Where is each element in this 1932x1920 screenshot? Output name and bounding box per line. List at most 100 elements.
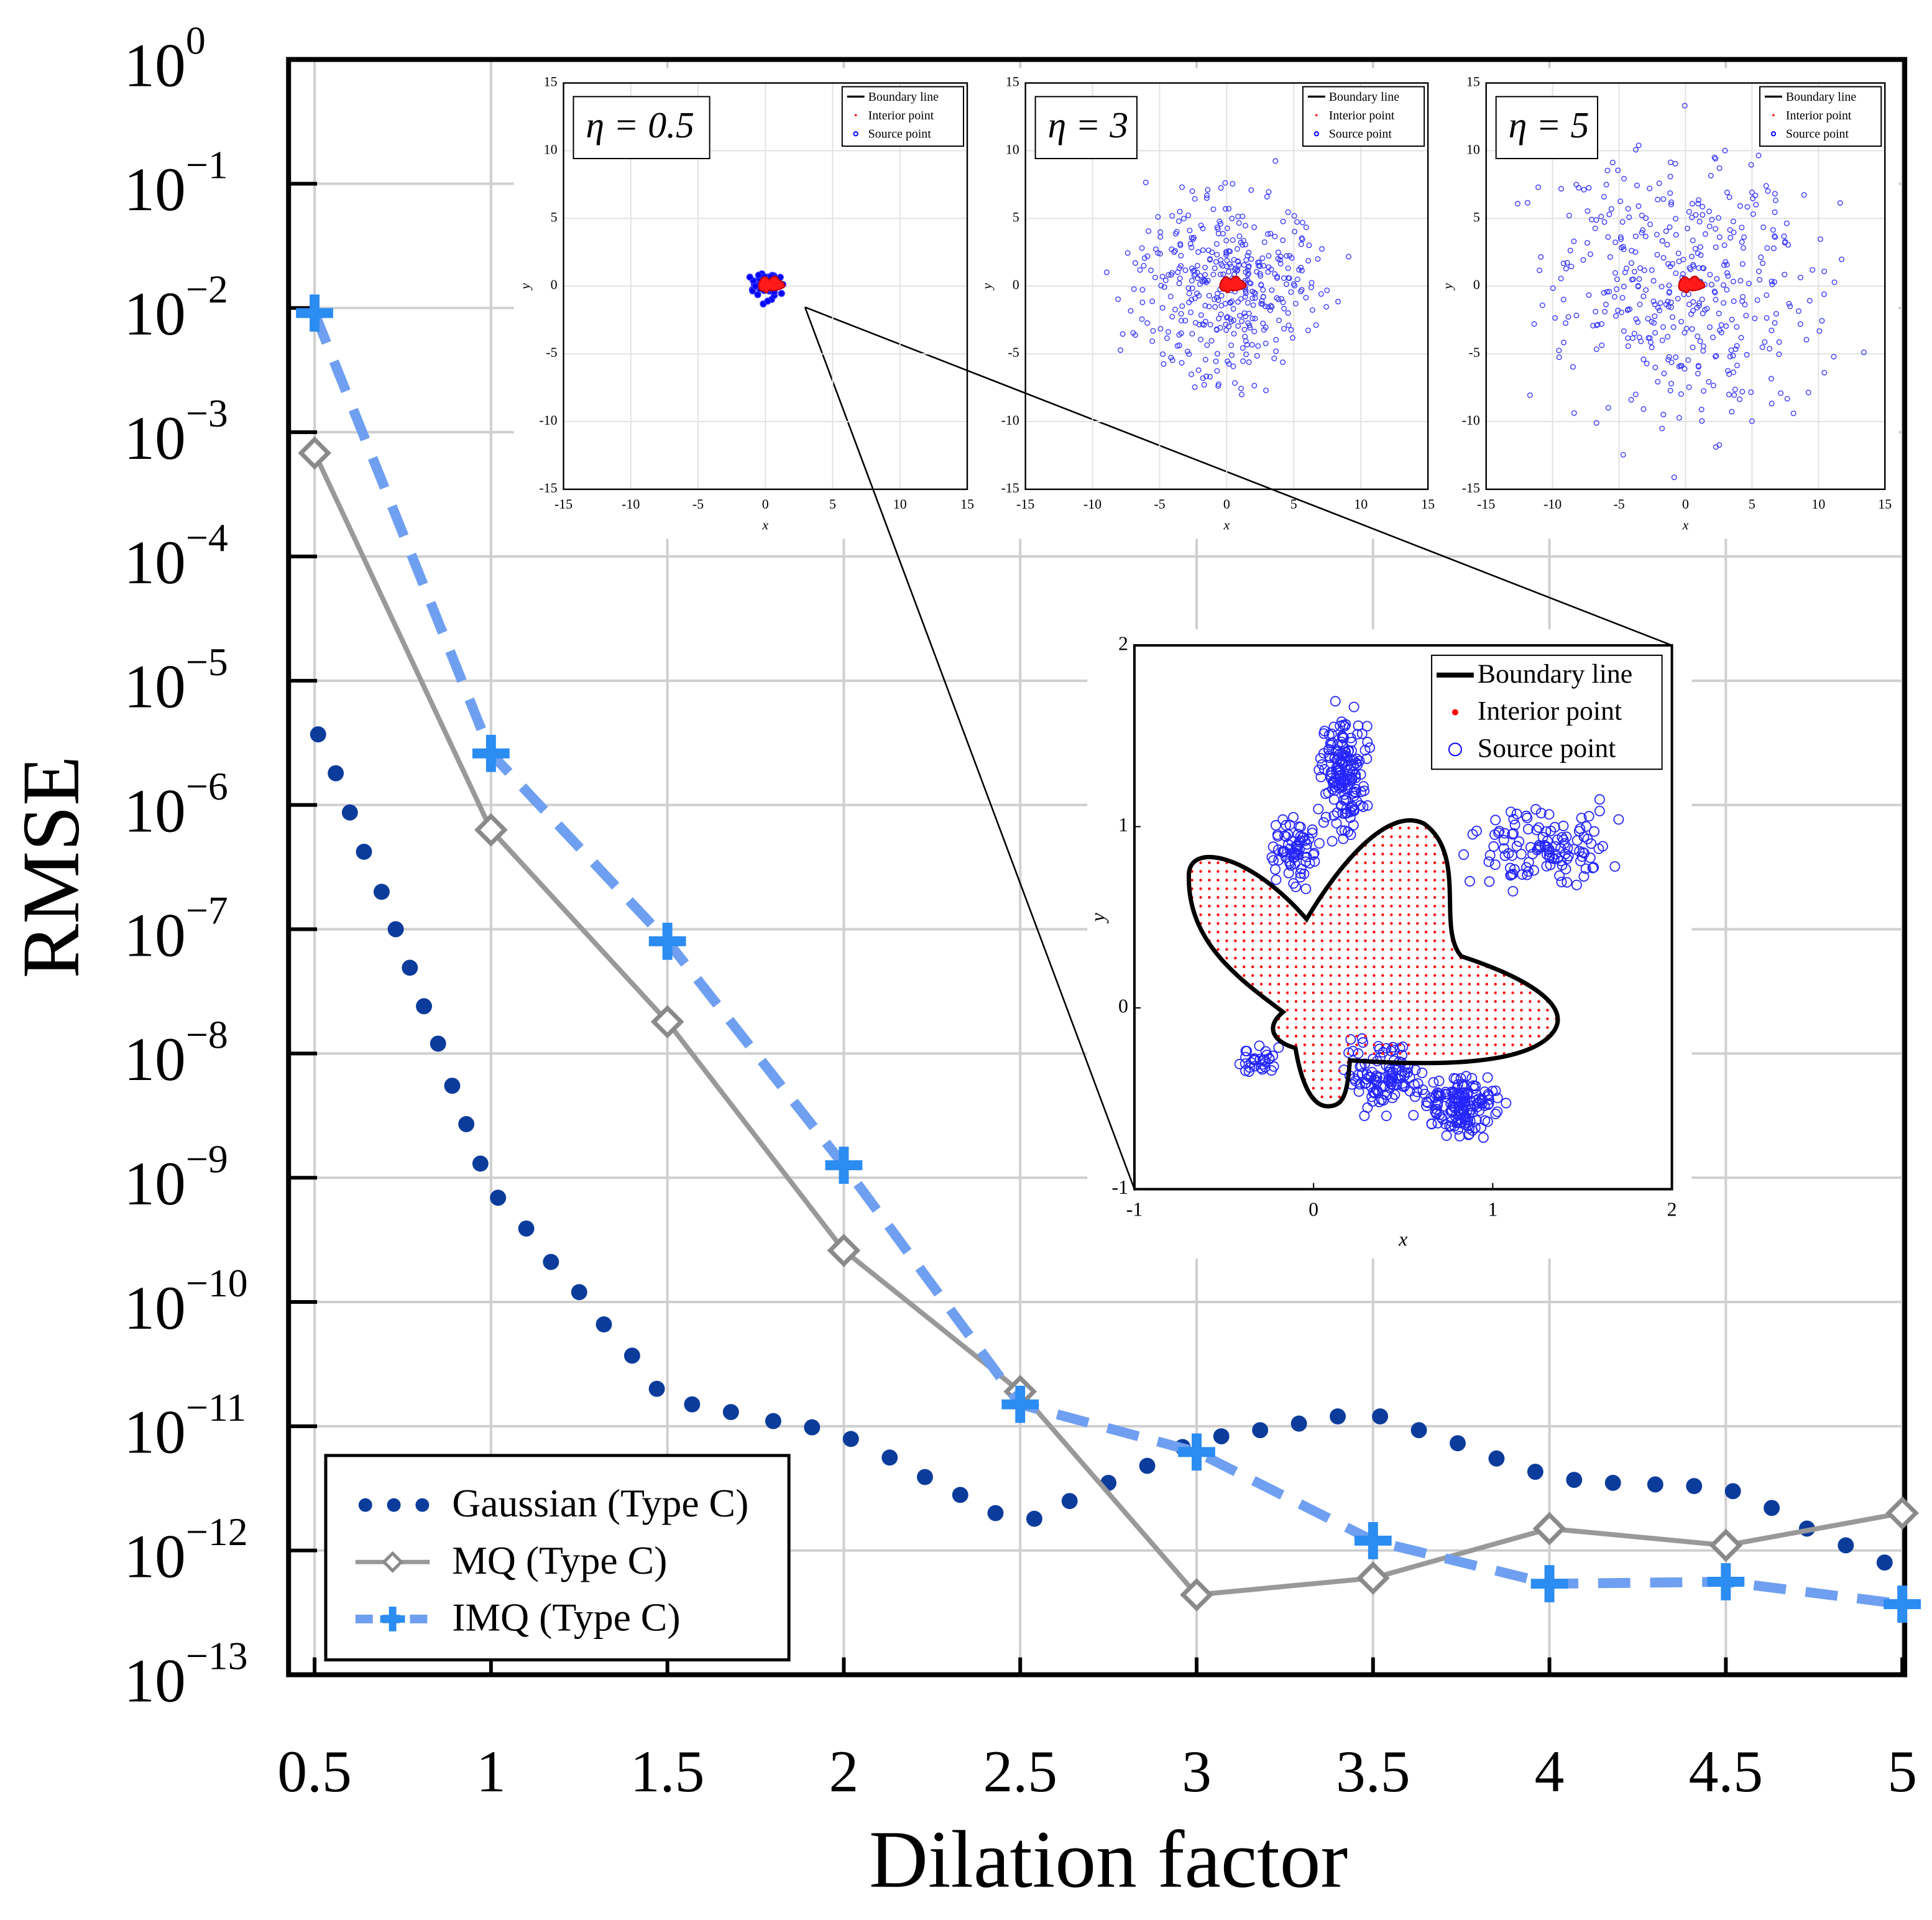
source-point <box>1254 269 1260 275</box>
source-point <box>1603 302 1609 308</box>
source-point <box>1819 318 1825 324</box>
source-point <box>1249 341 1255 348</box>
data-dot <box>543 1253 559 1270</box>
source-point <box>1361 1078 1372 1089</box>
source-point <box>1272 233 1278 239</box>
source-point <box>1621 175 1627 182</box>
source-point <box>1563 320 1568 326</box>
inset-legend-label: Source point <box>1478 733 1616 763</box>
source-point <box>1176 265 1182 271</box>
source-point <box>1695 250 1701 256</box>
annotation: η = 3 <box>1047 104 1128 145</box>
source-point <box>1249 315 1256 321</box>
source-point <box>1776 339 1782 345</box>
source-point <box>1455 1097 1466 1108</box>
source-point <box>1231 331 1237 337</box>
source-point <box>1508 828 1519 839</box>
source-point <box>1141 255 1148 261</box>
source-point <box>1787 303 1793 310</box>
source-point <box>1228 318 1235 325</box>
source-point <box>1630 276 1636 282</box>
source-point <box>1754 297 1760 303</box>
y-tick-exponent: −9 <box>186 1137 228 1181</box>
x-tick-label: 10 <box>893 496 907 512</box>
source-point <box>1593 843 1604 854</box>
data-dot <box>341 804 358 821</box>
source-point <box>1612 239 1619 246</box>
annotation-box <box>1034 96 1138 160</box>
source-point <box>1786 300 1792 307</box>
source-point <box>1189 235 1195 241</box>
source-point <box>1148 267 1154 274</box>
source-point <box>1581 821 1592 832</box>
source-point <box>1213 358 1219 364</box>
source-point <box>1584 240 1590 246</box>
source-point <box>1361 1074 1372 1085</box>
source-point <box>1358 781 1369 792</box>
source-point <box>1770 227 1776 233</box>
source-point <box>1243 241 1249 247</box>
source-point <box>1558 820 1569 831</box>
source-point <box>1739 389 1746 395</box>
source-point <box>1601 219 1608 225</box>
source-point <box>1821 269 1828 274</box>
source-point <box>1293 849 1304 861</box>
source-point <box>1239 318 1245 325</box>
source-point <box>1732 386 1738 392</box>
source-point <box>1410 1064 1421 1076</box>
source-point <box>1741 234 1747 240</box>
source-point <box>1189 331 1195 337</box>
source-point <box>1323 787 1334 798</box>
source-point <box>1727 227 1733 233</box>
source-point <box>1213 326 1220 332</box>
source-point <box>1589 216 1595 223</box>
source-point <box>1749 189 1755 195</box>
source-point <box>1618 309 1624 315</box>
source-point <box>1262 303 1268 310</box>
source-point <box>1315 772 1327 783</box>
source-point <box>1599 342 1605 348</box>
data-dot <box>416 998 432 1015</box>
source-point <box>1718 322 1724 328</box>
source-point <box>1837 200 1843 206</box>
source-point <box>1613 814 1624 825</box>
source-point <box>1178 318 1184 324</box>
source-point <box>1428 1077 1439 1088</box>
source-point <box>1131 286 1137 292</box>
x-tick-label: -10 <box>622 496 640 512</box>
source-point <box>1450 1094 1461 1105</box>
source-point <box>1652 364 1658 371</box>
y-tick-exponent: −3 <box>186 391 228 435</box>
legend-dot <box>415 1498 430 1512</box>
source-point <box>1305 257 1312 264</box>
source-point <box>1700 212 1706 218</box>
source-point <box>1264 193 1270 200</box>
source-point <box>1251 328 1258 335</box>
source-point <box>1552 315 1558 321</box>
source-point <box>1697 338 1703 344</box>
source-point <box>1276 297 1281 303</box>
source-point <box>1635 203 1642 210</box>
source-point <box>1698 407 1704 413</box>
source-point <box>1710 335 1716 341</box>
source-point <box>1731 229 1737 236</box>
source-point <box>1750 211 1756 217</box>
source-point <box>746 274 753 281</box>
source-point <box>1313 803 1324 815</box>
source-point <box>1748 389 1754 395</box>
source-point <box>1150 328 1156 334</box>
source-point <box>1658 284 1665 290</box>
source-point <box>1760 224 1767 231</box>
source-point <box>1226 261 1233 267</box>
source-point <box>1769 327 1775 333</box>
source-point <box>1666 282 1672 288</box>
source-point <box>1169 313 1175 320</box>
source-point <box>1185 213 1192 218</box>
source-point <box>1272 158 1279 164</box>
source-point <box>1543 809 1555 820</box>
source-point <box>1152 274 1158 280</box>
source-point <box>1635 283 1641 289</box>
y-axis-label: y <box>1087 912 1108 923</box>
source-point <box>1498 834 1509 846</box>
source-point <box>1354 1079 1365 1090</box>
